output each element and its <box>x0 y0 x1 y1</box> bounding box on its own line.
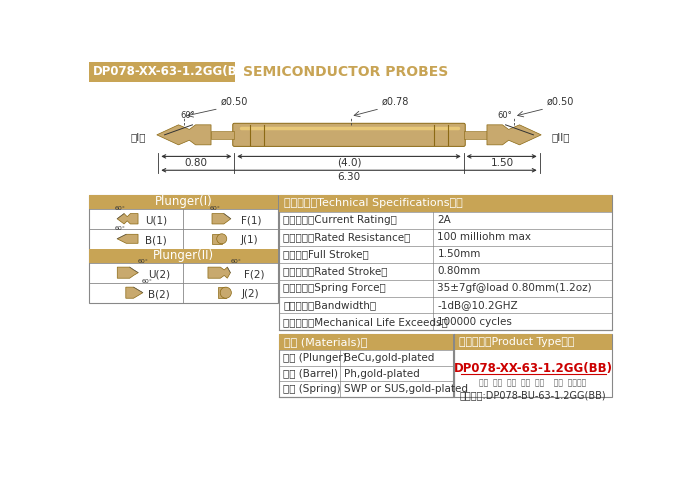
Text: 60°: 60° <box>115 206 126 211</box>
Polygon shape <box>117 267 138 278</box>
Polygon shape <box>157 125 211 145</box>
Text: B(2): B(2) <box>148 289 170 299</box>
Text: ø0.50: ø0.50 <box>220 96 248 107</box>
FancyBboxPatch shape <box>279 334 453 397</box>
Text: 额定电阻（Rated Resistance）: 额定电阻（Rated Resistance） <box>283 232 410 242</box>
Text: DP078-XX-63-1.2GG(BB): DP078-XX-63-1.2GG(BB) <box>453 362 613 375</box>
Polygon shape <box>487 125 541 145</box>
Text: 60°: 60° <box>210 206 221 211</box>
Text: -1dB@10.2GHZ: -1dB@10.2GHZ <box>437 300 518 310</box>
Text: ø0.50: ø0.50 <box>547 96 574 107</box>
FancyBboxPatch shape <box>279 334 453 350</box>
Text: 材质 (Materials)：: 材质 (Materials)： <box>284 337 367 347</box>
Text: ø0.78: ø0.78 <box>382 96 409 107</box>
Text: 60°: 60° <box>137 259 148 264</box>
Text: 额定行程（Rated Stroke）: 额定行程（Rated Stroke） <box>283 266 388 276</box>
Text: 满行程（Full Stroke）: 满行程（Full Stroke） <box>283 249 369 259</box>
Polygon shape <box>212 214 231 224</box>
Polygon shape <box>464 131 487 139</box>
FancyBboxPatch shape <box>90 249 278 263</box>
Text: 100000 cycles: 100000 cycles <box>437 317 512 327</box>
Text: BeCu,gold-plated: BeCu,gold-plated <box>343 353 434 363</box>
Text: F(2): F(2) <box>244 269 264 279</box>
Text: （I）: （I） <box>131 132 146 142</box>
Text: B(1): B(1) <box>145 235 167 245</box>
Text: 6.30: 6.30 <box>337 172 360 182</box>
Text: DP078-XX-63-1.2GG(BB): DP078-XX-63-1.2GG(BB) <box>93 65 252 78</box>
Text: 0.80mm: 0.80mm <box>437 266 481 276</box>
FancyBboxPatch shape <box>233 123 465 147</box>
Circle shape <box>217 234 227 244</box>
Text: 系列  规格  头型  总长  弹力    镀金  针头材质: 系列 规格 头型 总长 弹力 镀金 针头材质 <box>479 378 587 387</box>
Polygon shape <box>126 287 143 298</box>
Text: U(1): U(1) <box>145 215 168 225</box>
Text: 弹簧 (Spring): 弹簧 (Spring) <box>283 384 341 394</box>
FancyBboxPatch shape <box>454 334 611 350</box>
Polygon shape <box>211 131 235 139</box>
Text: （II）: （II） <box>551 132 570 142</box>
Text: 60°: 60° <box>142 279 153 284</box>
FancyBboxPatch shape <box>279 195 611 331</box>
Text: Ph,gold-plated: Ph,gold-plated <box>343 369 419 378</box>
Text: 测试寿命（Mechanical Life Exceeds）: 测试寿命（Mechanical Life Exceeds） <box>283 317 448 327</box>
FancyBboxPatch shape <box>90 62 235 82</box>
Text: 订购单例:DP078-BU-63-1.2GG(BB): 订购单例:DP078-BU-63-1.2GG(BB) <box>460 390 607 400</box>
Text: F(1): F(1) <box>241 215 261 225</box>
Text: Plunger(II): Plunger(II) <box>153 249 214 262</box>
Text: SEMICONDUCTOR PROBES: SEMICONDUCTOR PROBES <box>243 65 448 79</box>
FancyBboxPatch shape <box>90 195 278 303</box>
Text: 2A: 2A <box>437 215 451 225</box>
Text: 1.50mm: 1.50mm <box>437 249 481 259</box>
Text: 60°: 60° <box>231 259 241 264</box>
FancyBboxPatch shape <box>454 334 611 397</box>
Text: 额定电流（Current Rating）: 额定电流（Current Rating） <box>283 215 397 225</box>
Text: 针头 (Plunger): 针头 (Plunger) <box>283 353 347 363</box>
Text: J(1): J(1) <box>241 235 258 245</box>
Polygon shape <box>117 234 138 243</box>
Polygon shape <box>218 287 226 298</box>
Text: 针管 (Barrel): 针管 (Barrel) <box>283 369 338 378</box>
Text: 频率带宽（Bandwidth）: 频率带宽（Bandwidth） <box>283 300 376 310</box>
Text: Plunger(I): Plunger(I) <box>155 195 213 208</box>
Text: U(2): U(2) <box>148 269 170 279</box>
Text: 技术要求（Technical Specifications）：: 技术要求（Technical Specifications）： <box>284 199 462 208</box>
Text: 额定弹力（Spring Force）: 额定弹力（Spring Force） <box>283 283 386 293</box>
FancyBboxPatch shape <box>279 195 611 212</box>
Text: 60°: 60° <box>114 226 125 231</box>
Polygon shape <box>212 234 222 244</box>
Polygon shape <box>117 214 138 224</box>
Text: 35±7gf@load 0.80mm(1.2oz): 35±7gf@load 0.80mm(1.2oz) <box>437 283 592 293</box>
Text: 60°: 60° <box>498 111 512 120</box>
Circle shape <box>220 287 231 298</box>
Text: SWP or SUS,gold-plated: SWP or SUS,gold-plated <box>343 384 468 394</box>
Text: 0.80: 0.80 <box>184 158 207 168</box>
Text: (4.0): (4.0) <box>337 158 361 168</box>
Polygon shape <box>208 267 231 278</box>
FancyBboxPatch shape <box>90 195 278 209</box>
Text: 1.50: 1.50 <box>491 158 514 168</box>
Text: J(2): J(2) <box>242 289 260 299</box>
Text: 成品型号（Product Type）：: 成品型号（Product Type）： <box>459 337 575 347</box>
Text: 100 milliohm max: 100 milliohm max <box>437 232 531 242</box>
Text: 60°: 60° <box>180 111 195 120</box>
